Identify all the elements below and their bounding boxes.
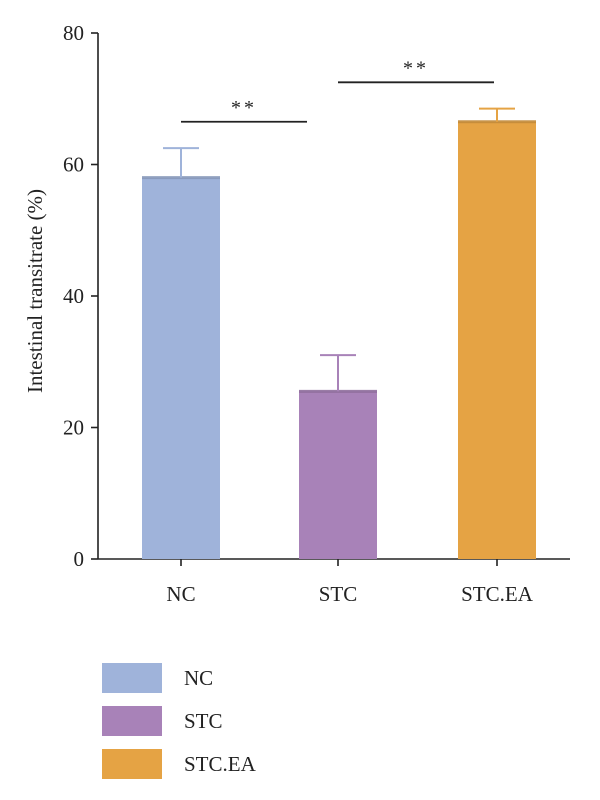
bar-nc xyxy=(142,177,220,559)
legend-swatch xyxy=(102,663,162,693)
significance-annotations: ** ** xyxy=(181,57,494,123)
legend-swatch xyxy=(102,749,162,779)
x-tick-label: STC.EA xyxy=(461,582,534,606)
bar-stc xyxy=(299,391,377,559)
legend: NC STC STC.EA xyxy=(102,663,257,779)
legend-label: NC xyxy=(184,666,213,690)
x-tick-label: NC xyxy=(166,582,195,606)
y-tick-label: 20 xyxy=(63,416,84,440)
error-bars xyxy=(163,107,515,392)
y-tick-label: 60 xyxy=(63,153,84,177)
significance-label: ** xyxy=(231,97,257,119)
axes: 0 20 40 60 80 Intestinal transitrate (%) NC STC… xyxy=(23,21,570,606)
y-tick-label: 0 xyxy=(74,547,85,571)
legend-swatch xyxy=(102,706,162,736)
legend-label: STC xyxy=(184,709,223,733)
y-axis-label: Intestinal transitrate (%) xyxy=(23,189,47,393)
bar-stc-ea xyxy=(458,121,536,559)
x-tick-label: STC xyxy=(319,582,358,606)
y-tick-label: 40 xyxy=(63,284,84,308)
bars xyxy=(142,120,536,559)
y-tick-label: 80 xyxy=(63,21,84,45)
legend-label: STC.EA xyxy=(184,752,257,776)
significance-label: ** xyxy=(403,57,429,79)
